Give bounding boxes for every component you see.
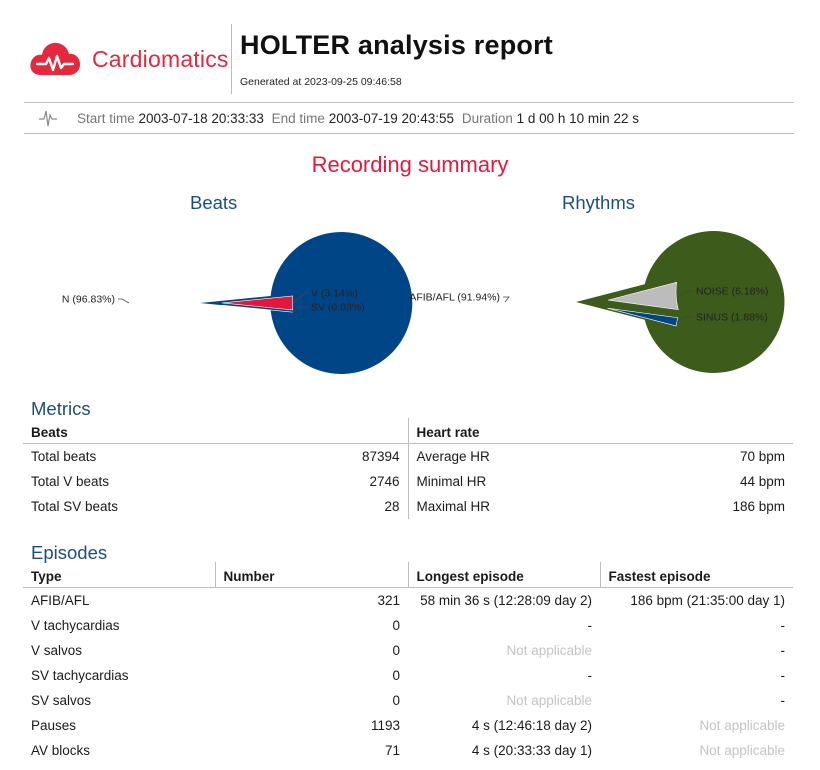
beats-metric-label: Total beats <box>31 449 97 464</box>
pie-leader-line <box>292 306 308 313</box>
pie-slice <box>200 232 413 374</box>
pie-slice-label: V (3.14%) <box>311 288 358 300</box>
pie-slice-label: NOISE (6.18%) <box>696 286 768 298</box>
hr-metric-label: Maximal HR <box>416 499 491 514</box>
duration-value: 1 d 00 h 10 min 22 s <box>516 111 639 126</box>
pie-slice <box>576 231 785 373</box>
episode-fastest: Not applicable <box>699 718 785 733</box>
episode-longest: Not applicable <box>506 693 592 708</box>
number-header: Number <box>214 562 408 588</box>
recording-time-bar: Start time 2003-07-18 20:33:33 End time … <box>24 102 794 134</box>
episode-fastest: Not applicable <box>699 743 785 758</box>
episodes-table: Type Number Longest episode Fastest episode… <box>23 562 793 763</box>
brand-name: Cardiomatics <box>92 45 229 72</box>
pie-slice <box>607 281 679 311</box>
metrics-row: Total beats 87394 Average HR 70 bpm <box>23 443 793 469</box>
hr-metric-label: Minimal HR <box>416 474 487 489</box>
header-divider <box>231 24 232 94</box>
episode-number: 0 <box>392 643 400 658</box>
rhythms-chart-title: Rhythms <box>562 192 635 213</box>
end-time-label: End time <box>271 111 325 126</box>
pie-slice-label: N (96.83%) <box>62 294 115 306</box>
episode-longest: - <box>587 618 593 633</box>
pie-slice <box>221 295 293 311</box>
episode-fastest: - <box>780 643 786 658</box>
episode-fastest: - <box>780 693 786 708</box>
episodes-title: Episodes <box>31 542 108 563</box>
pie-leader-line <box>292 292 308 304</box>
pie-slice-label: SINUS (1.88%) <box>696 312 768 324</box>
fastest-episode-header: Fastest episode <box>599 562 793 588</box>
episode-number: 0 <box>392 668 400 683</box>
pie-leader-line <box>118 298 130 304</box>
brand-logo: Cardiomatics <box>28 40 229 78</box>
beats-metric-label: Total V beats <box>31 474 110 489</box>
duration-label: Duration <box>461 111 513 126</box>
episode-type: V tachycardias <box>31 618 120 633</box>
episode-row: SV tachycardias 0 - - <box>23 663 793 688</box>
episode-type: AFIB/AFL <box>31 593 90 608</box>
longest-episode-header: Longest episode <box>407 562 600 588</box>
pie-slice <box>607 307 679 327</box>
metrics-row: Total SV beats 28 Maximal HR 186 bpm <box>23 494 793 519</box>
beats-header: Beats <box>23 418 409 444</box>
episode-fastest: - <box>780 668 786 683</box>
beats-metric-label: Total SV beats <box>31 499 119 514</box>
beats-chart-title: Beats <box>190 192 238 213</box>
episode-number: 71 <box>384 743 400 758</box>
episode-number: 321 <box>377 593 400 608</box>
beats-metric-value: 87394 <box>215 443 409 469</box>
type-header: Type <box>31 569 62 584</box>
episodes-header-row: Type Number Longest episode Fastest episode <box>23 562 793 588</box>
episode-type: AV blocks <box>31 743 91 758</box>
episode-row: AV blocks 71 4 s (20:33:33 day 1) Not appli… <box>23 738 793 763</box>
episode-row: AFIB/AFL 321 58 min 36 s (12:28:09 day 2) 1… <box>23 588 793 614</box>
pie-slice-label: SV (0.03%) <box>311 302 365 314</box>
pie-leader-line <box>503 296 510 303</box>
heart-rate-header: Heart rate <box>416 425 480 440</box>
episode-type: V salvos <box>31 643 83 658</box>
metrics-row: Total V beats 2746 Minimal HR 44 bpm <box>23 469 793 494</box>
metrics-header-row: Beats Heart rate <box>23 418 793 444</box>
hr-metric-value: 70 bpm <box>739 449 785 464</box>
episode-longest: 4 s (12:46:18 day 2) <box>471 718 592 733</box>
episode-type: SV salvos <box>31 693 92 708</box>
episode-row: V salvos 0 Not applicable - <box>23 638 793 663</box>
end-time-value: 2003-07-19 20:43:55 <box>328 111 455 126</box>
episode-fastest: 186 bpm (21:35:00 day 1) <box>630 593 785 608</box>
beats-metric-value: 2746 <box>215 469 409 494</box>
pie-slice-label: AFIB/AFL (91.94%) <box>409 292 500 304</box>
ecg-trace-icon <box>39 110 57 127</box>
episode-fastest: - <box>780 618 786 633</box>
episode-number: 0 <box>392 618 400 633</box>
summary-pie-charts: N (96.83%) V (3.14%) SV (0.03%) AFIB/AFL (9… <box>62 231 785 374</box>
episode-row: SV salvos 0 Not applicable - <box>23 688 793 713</box>
cloud-heartbeat-icon <box>30 42 80 75</box>
episode-row: V tachycardias 0 - - <box>23 613 793 638</box>
start-time-value: 2003-07-18 20:33:33 <box>138 111 264 126</box>
metrics-table: Beats Heart rate Total beats 87394 Average… <box>23 418 793 519</box>
episode-type: Pauses <box>31 718 77 733</box>
pie-leader-line <box>678 290 693 297</box>
episode-type: SV tachycardias <box>31 668 129 683</box>
episode-row: Pauses 1193 4 s (12:46:18 day 2) Not applic… <box>23 713 793 738</box>
hr-metric-value: 186 bpm <box>732 499 785 514</box>
metrics-title: Metrics <box>31 398 91 419</box>
episode-number: 1193 <box>370 718 400 733</box>
episode-longest: - <box>587 668 593 683</box>
episode-longest: 4 s (20:33:33 day 1) <box>471 743 592 758</box>
report-header: Cardiomatics HOLTER analysis report Gene… <box>0 0 820 100</box>
page-title: HOLTER analysis report <box>240 30 553 60</box>
episode-number: 0 <box>392 693 400 708</box>
episode-longest: Not applicable <box>506 643 592 658</box>
hr-metric-value: 44 bpm <box>739 474 785 489</box>
pie-leader-line <box>676 316 693 323</box>
generated-timestamp: Generated at 2023-09-25 09:46:58 <box>240 76 402 88</box>
start-time-label: Start time <box>77 111 135 126</box>
beats-metric-value: 28 <box>215 494 409 519</box>
hr-metric-label: Average HR <box>416 449 490 464</box>
recording-summary-title: Recording summary <box>311 152 509 177</box>
episode-longest: 58 min 36 s (12:28:09 day 2) <box>420 593 592 608</box>
